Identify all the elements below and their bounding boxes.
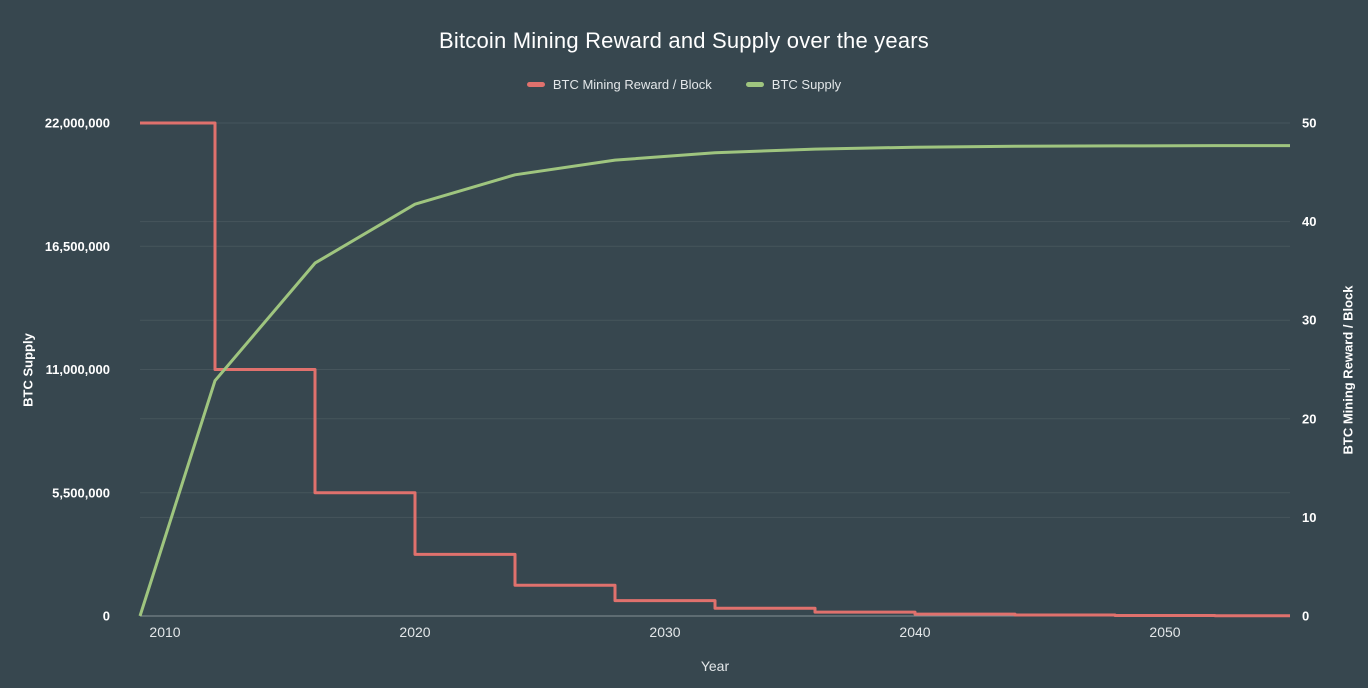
left-axis-tick-label: 0: [103, 609, 110, 624]
legend-item-reward[interactable]: BTC Mining Reward / Block: [526, 77, 712, 92]
left-axis-tick-label: 5,500,000: [52, 485, 110, 500]
legend-item-supply[interactable]: BTC Supply: [745, 77, 842, 92]
x-axis-tick-label: 2050: [1149, 624, 1180, 640]
right-axis-tick-label: 30: [1302, 313, 1316, 328]
right-axis-tick-label: 50: [1302, 116, 1316, 131]
legend-marker-supply-icon: [745, 82, 764, 87]
left-axis-tick-label: 16,500,000: [45, 239, 110, 254]
left-axis-tick-label: 22,000,000: [45, 116, 110, 131]
legend-marker-reward-icon: [526, 82, 545, 87]
legend-label-reward: BTC Mining Reward / Block: [552, 77, 712, 92]
legend-label-supply: BTC Supply: [771, 77, 842, 92]
right-axis-tick-label: 0: [1302, 609, 1309, 624]
right-axis-tick-label: 40: [1302, 214, 1316, 229]
x-axis-tick-label: 2040: [899, 624, 930, 640]
x-axis-tick-label: 2030: [649, 624, 680, 640]
reward-line[interactable]: [140, 121, 1290, 618]
x-axis-tick-label: 2010: [149, 624, 180, 640]
legend: BTC Mining Reward / Block BTC Supply: [0, 77, 1368, 92]
x-axis-tick-label: 2020: [399, 624, 430, 640]
right-axis-tick-label: 20: [1302, 411, 1316, 426]
chart-title: Bitcoin Mining Reward and Supply over th…: [439, 28, 929, 53]
x-axis-title: Year: [700, 658, 730, 674]
supply-line[interactable]: [138, 144, 1290, 617]
left-axis-tick-label: 11,000,000: [46, 362, 110, 377]
right-axis-tick-label: 10: [1302, 510, 1316, 525]
